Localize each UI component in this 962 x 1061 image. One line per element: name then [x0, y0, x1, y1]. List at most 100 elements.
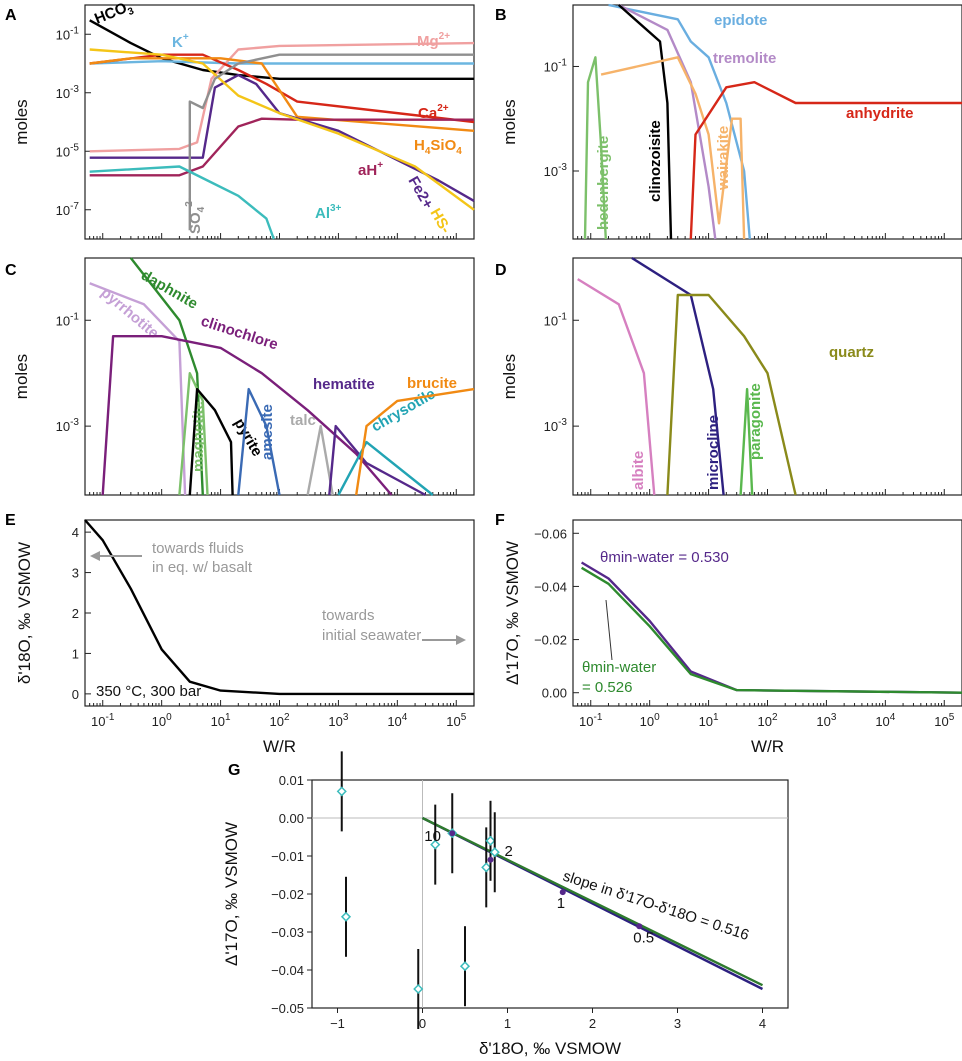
panel-label-e: E	[5, 512, 16, 529]
series-label: hematite	[313, 376, 375, 393]
panel-label-g: G	[228, 762, 240, 779]
series-anhydrite	[689, 81, 962, 240]
f-note-0530: θmin-water = 0.530	[600, 549, 729, 566]
e-note-fluids: towards fluids	[152, 540, 244, 557]
y-tick-label: 2	[72, 606, 79, 621]
x-tick-label: 103	[328, 712, 348, 729]
y-tick-label: 10-7	[56, 201, 80, 218]
panel-label-c: C	[5, 262, 17, 279]
series-label: HS-	[427, 206, 455, 237]
y-axis-label: moles	[12, 354, 31, 399]
data-point	[340, 911, 352, 922]
series-mg2-	[89, 41, 475, 153]
series-label: wairakite	[715, 126, 732, 191]
e-arrow-right	[422, 635, 466, 645]
y-tick-label: 10-3	[56, 417, 80, 434]
series-fe2-	[89, 73, 475, 202]
series--min-water-0-526	[580, 566, 962, 694]
series-label: tremolite	[713, 50, 776, 67]
x-tick-label: 2	[589, 1016, 596, 1031]
wr-marker-label: 10	[424, 828, 441, 845]
series-hco3-	[89, 19, 474, 80]
x-tick-label: 100	[152, 712, 172, 729]
series-hedenbergite	[583, 56, 607, 240]
y-tick-label: −0.04	[534, 579, 567, 594]
panel-a: 10-110-310-510-7molesHCO3-K+Mg2+Ca2+H4Si…	[12, 0, 475, 240]
y-tick-label: 10-3	[56, 84, 80, 101]
x-tick-label: 10-1	[91, 712, 115, 729]
series-label: quartz	[829, 344, 874, 361]
series-label: SO42-	[184, 198, 207, 234]
series-ca2-	[89, 53, 475, 124]
wr-marker-label: 1	[557, 895, 565, 912]
f-leader	[605, 599, 613, 661]
y-tick-label: −0.02	[271, 887, 304, 902]
panel-label-f: F	[495, 512, 505, 529]
x-tick-label: 10-1	[579, 712, 603, 729]
x-tick-label: 103	[816, 712, 836, 729]
series-label: Mg2+	[417, 31, 450, 50]
x-tick-label: 102	[269, 712, 289, 729]
y-tick-label: −0.04	[271, 963, 304, 978]
data-point	[489, 847, 500, 858]
series-chrysotile	[337, 440, 434, 496]
series-label: microcline	[705, 415, 722, 490]
x-tick-label: 104	[387, 712, 407, 729]
series--18o	[84, 519, 474, 696]
y-tick-label: −0.01	[271, 849, 304, 864]
series-k-	[89, 60, 474, 65]
data-point	[485, 835, 496, 846]
data-point	[336, 786, 347, 797]
series-hs-	[89, 48, 475, 211]
y-tick-label: 0.01	[279, 773, 304, 788]
wr-marker-label: 2	[505, 843, 513, 860]
y-axis-label: moles	[12, 99, 31, 144]
y-axis-label: moles	[500, 354, 519, 399]
series-label: epidote	[714, 12, 767, 29]
y-tick-label: 0.00	[542, 686, 567, 701]
series-magnetite	[178, 372, 209, 496]
series-pyrite	[188, 387, 234, 496]
y-tick-label: 10-1	[56, 25, 80, 42]
panel-e-annotations: towards fluids in eq. w/ basalt towards …	[90, 540, 466, 700]
plot-frame	[311, 779, 789, 1009]
series-daphnite	[129, 257, 204, 496]
series-label: talc	[290, 412, 316, 429]
panels: 10-110-310-510-7molesHCO3-K+Mg2+Ca2+H4Si…	[12, 0, 962, 1058]
series-epidote	[608, 3, 751, 240]
y-axis-label: Δ'17O, ‰ VSMOW	[503, 541, 522, 685]
series-label: Al3+	[315, 203, 342, 222]
x-tick-label: 4	[759, 1016, 766, 1031]
y-tick-label: 10-5	[56, 142, 80, 159]
x-axis-label: W/R	[263, 737, 296, 756]
series-clinochlore	[101, 335, 393, 496]
series-label: clinochlore	[199, 313, 280, 354]
panel-d: 10-1 10-3 moles albite microcline quartz parag…	[500, 256, 962, 496]
data-point	[481, 862, 492, 873]
series-pyrrhotite	[89, 282, 187, 496]
x-tick-label: 105	[446, 712, 466, 729]
series-wairakite	[600, 56, 746, 240]
series-al3-	[89, 165, 275, 240]
e-note-seawater: initial seawater	[322, 627, 421, 644]
y-tick-label: −0.02	[534, 633, 567, 648]
data-point	[430, 839, 441, 850]
panel-g: −1 0 1 2 3 4 0.01 0.00 −0.01 −0.02 −0.03 −0.04 −0.05…	[222, 751, 789, 1058]
y-tick-label: 0.00	[279, 811, 304, 826]
x-tick-label: −1	[330, 1016, 345, 1031]
panel-b: 10-1 10-3 moles epidote tremolite clinozoisit…	[500, 3, 962, 240]
e-arrow-left	[90, 551, 142, 561]
series-microcline	[631, 256, 725, 496]
series-so4-2-	[188, 53, 474, 231]
series-label: K+	[172, 32, 189, 51]
series-label: anhydrite	[846, 105, 914, 122]
y-tick-label: −0.05	[271, 1001, 304, 1016]
panel-label-d: D	[495, 262, 507, 279]
y-tick-label: 10-1	[544, 311, 568, 328]
e-note-basalt: in eq. w/ basalt	[152, 559, 253, 576]
series-hematite	[328, 424, 427, 497]
plot-frame	[572, 4, 962, 240]
y-tick-label: 3	[72, 566, 79, 581]
x-tick-label: 101	[699, 712, 719, 729]
